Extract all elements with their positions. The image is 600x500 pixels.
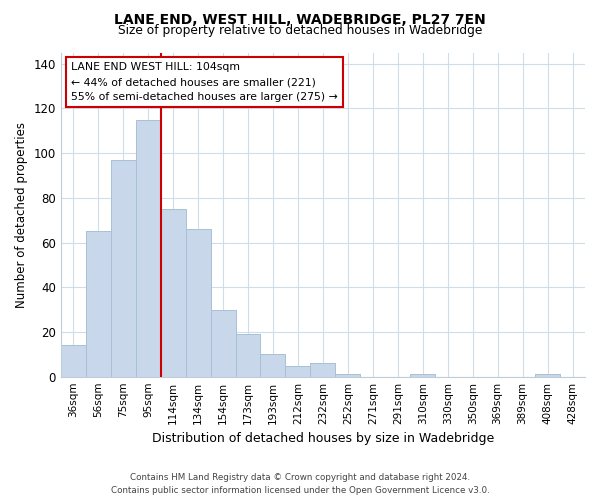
Bar [61, 346, 86, 376]
Bar [185, 229, 211, 376]
Bar [86, 232, 111, 376]
Bar [211, 310, 236, 376]
Bar [286, 366, 310, 376]
Bar [310, 364, 335, 376]
Bar [335, 374, 361, 376]
Text: Size of property relative to detached houses in Wadebridge: Size of property relative to detached ho… [118, 24, 482, 37]
X-axis label: Distribution of detached houses by size in Wadebridge: Distribution of detached houses by size … [152, 432, 494, 445]
Bar [535, 374, 560, 376]
Bar [111, 160, 136, 376]
Bar [410, 374, 435, 376]
Bar [260, 354, 286, 376]
Bar [161, 209, 185, 376]
Text: Contains HM Land Registry data © Crown copyright and database right 2024.
Contai: Contains HM Land Registry data © Crown c… [110, 474, 490, 495]
Bar [236, 334, 260, 376]
Bar [136, 120, 161, 376]
Y-axis label: Number of detached properties: Number of detached properties [15, 122, 28, 308]
Text: LANE END WEST HILL: 104sqm
← 44% of detached houses are smaller (221)
55% of sem: LANE END WEST HILL: 104sqm ← 44% of deta… [71, 62, 338, 102]
Text: LANE END, WEST HILL, WADEBRIDGE, PL27 7EN: LANE END, WEST HILL, WADEBRIDGE, PL27 7E… [114, 12, 486, 26]
